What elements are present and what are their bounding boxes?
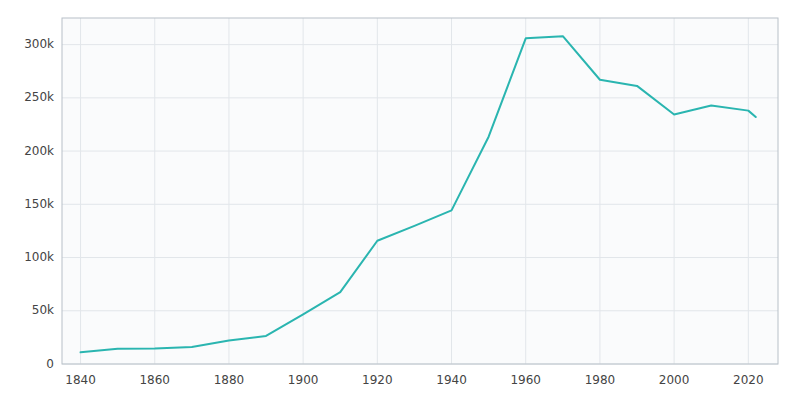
x-grid-line: [303, 18, 304, 364]
x-grid-line: [451, 18, 452, 364]
x-grid-line: [599, 18, 600, 364]
x-tick-label: 1840: [65, 373, 96, 387]
y-grid-line: [62, 97, 778, 98]
grid: [62, 18, 778, 364]
x-tick-label: 1880: [214, 373, 245, 387]
y-tick-label: 100k: [24, 250, 54, 264]
y-tick-label: 300k: [24, 37, 54, 51]
series: [81, 36, 756, 352]
y-tick-label: 50k: [32, 303, 54, 317]
x-grid-line: [674, 18, 675, 364]
plot-frame: [62, 18, 778, 364]
y-grid-line: [62, 151, 778, 152]
x-tick-label: 1940: [436, 373, 467, 387]
x-grid-line: [154, 18, 155, 364]
x-tick-label: 1860: [139, 373, 170, 387]
y-tick-label: 200k: [24, 144, 54, 158]
x-tick-label: 1980: [585, 373, 616, 387]
x-grid-line: [748, 18, 749, 364]
y-tick-label: 0: [46, 357, 54, 371]
y-grid-line: [62, 44, 778, 45]
y-tick-label: 150k: [24, 197, 54, 211]
plot-background: [62, 18, 778, 364]
x-tick-label: 1900: [288, 373, 319, 387]
x-grid-line: [80, 18, 81, 364]
x-grid-line: [525, 18, 526, 364]
y-grid-line: [62, 257, 778, 258]
y-grid-line: [62, 204, 778, 205]
x-grid-line: [228, 18, 229, 364]
tick-labels: 0 50k 100k 150k 200k 250k 300k 1840 1860 1880 1900…: [24, 37, 763, 387]
x-tick-label: 2020: [733, 373, 764, 387]
chart-container: 0 50k 100k 150k 200k 250k 300k 1840 1860 1880 1900…: [0, 0, 800, 400]
y-tick-label: 250k: [24, 90, 54, 104]
y-grid-line: [62, 310, 778, 311]
chart: 0 50k 100k 150k 200k 250k 300k 1840 1860 1880 1900…: [0, 0, 800, 400]
x-tick-label: 2000: [659, 373, 690, 387]
x-tick-label: 1960: [510, 373, 541, 387]
line: [81, 36, 756, 352]
x-tick-label: 1920: [362, 373, 393, 387]
x-grid-line: [377, 18, 378, 364]
